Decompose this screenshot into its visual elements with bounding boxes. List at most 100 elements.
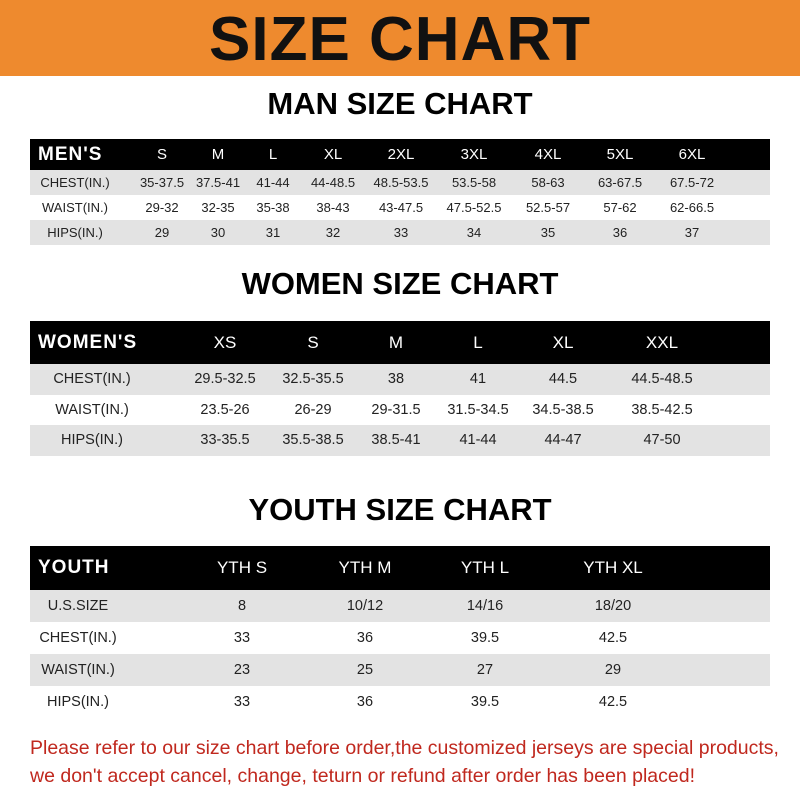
table-title-cell: WOMEN'S xyxy=(38,331,138,353)
size-header-cell: M xyxy=(211,146,225,163)
table-cell: 33 xyxy=(233,694,251,710)
table-cell: 38.5-42.5 xyxy=(631,401,693,418)
table-cell: 32 xyxy=(325,225,341,240)
table-row: CHEST(IN.) 29.5-32.5 32.5-35.5 38 41 44.5 44.5… xyxy=(30,364,770,395)
table-cell: 23.5-26 xyxy=(200,401,250,418)
table-row: CHEST(IN.) 35-37.5 37.5-41 41-44 44-48.5 48.5… xyxy=(30,170,770,195)
size-header-cell: XL xyxy=(323,146,343,163)
banner: SIZE CHART xyxy=(0,0,800,76)
table-cell: 41-44 xyxy=(459,432,497,449)
youth-section-title: YOUTH SIZE CHART xyxy=(248,492,552,527)
table-header-row: YOUTH YTH S YTH M YTH L YTH XL xyxy=(30,546,770,590)
size-header-cell: 3XL xyxy=(460,146,488,163)
table-cell: 44.5 xyxy=(548,371,578,388)
table-cell: 30 xyxy=(210,225,226,240)
table-cell: 23 xyxy=(233,662,251,678)
size-header-cell: XXL xyxy=(645,332,679,352)
women-section-title: WOMEN SIZE CHART xyxy=(241,266,559,301)
row-label: CHEST(IN.) xyxy=(53,371,131,388)
table-cell: 37.5-41 xyxy=(195,175,241,190)
table-cell: 42.5 xyxy=(598,694,628,710)
table-cell: 33-35.5 xyxy=(200,432,250,449)
size-header-cell: M xyxy=(388,332,404,352)
table-cell: 52.5-57 xyxy=(525,200,571,215)
table-row: WAIST(IN.) 23 25 27 29 xyxy=(30,654,770,686)
row-label: CHEST(IN.) xyxy=(40,175,110,190)
table-cell: 29 xyxy=(154,225,170,240)
table-cell: 38-43 xyxy=(316,200,350,215)
table-cell: 36 xyxy=(356,630,374,646)
table-cell: 29.5-32.5 xyxy=(194,371,256,388)
table-cell: 33 xyxy=(393,225,409,240)
table-cell: 35-37.5 xyxy=(139,175,185,190)
table-header-row: WOMEN'S XS S M L XL XXL xyxy=(30,321,770,364)
table-cell: 35.5-38.5 xyxy=(282,432,344,449)
row-label: WAIST(IN.) xyxy=(42,200,108,215)
row-label: HIPS(IN.) xyxy=(47,225,103,240)
size-header-cell: XL xyxy=(552,332,574,352)
size-header-cell: 6XL xyxy=(678,146,706,163)
table-cell: 18/20 xyxy=(594,598,632,614)
table-cell: 43-47.5 xyxy=(378,200,424,215)
table-cell: 31 xyxy=(265,225,281,240)
table-cell: 39.5 xyxy=(470,630,500,646)
size-header-cell: 5XL xyxy=(606,146,634,163)
table-cell: 62-66.5 xyxy=(669,200,715,215)
table-cell: 33 xyxy=(233,630,251,646)
size-header-cell: 2XL xyxy=(387,146,415,163)
size-header-cell: YTH M xyxy=(338,558,392,577)
size-header-cell: S xyxy=(307,332,319,352)
table-cell: 58-63 xyxy=(531,175,565,190)
disclaimer-line-1: Please refer to our size chart before or… xyxy=(30,737,779,759)
men-section-title: MAN SIZE CHART xyxy=(267,86,533,121)
table-cell: 47.5-52.5 xyxy=(446,200,502,215)
table-cell: 48.5-53.5 xyxy=(373,175,429,190)
table-cell: 67.5-72 xyxy=(669,175,715,190)
row-label: WAIST(IN.) xyxy=(41,662,115,678)
table-cell: 38 xyxy=(387,371,405,388)
row-label: U.S.SIZE xyxy=(47,598,109,614)
table-cell: 57-62 xyxy=(603,200,637,215)
youth-size-table: YOUTH YTH S YTH M YTH L YTH XL U.S.SIZE 8 10/12… xyxy=(30,546,770,718)
table-cell: 29-31.5 xyxy=(371,401,421,418)
table-title-cell: MEN'S xyxy=(38,143,103,165)
row-label: WAIST(IN.) xyxy=(55,401,129,418)
table-cell: 38.5-41 xyxy=(371,432,421,449)
table-cell: 29-32 xyxy=(145,200,179,215)
table-cell: 41 xyxy=(469,371,487,388)
table-row: HIPS(IN.) 29 30 31 32 33 34 35 36 37 xyxy=(30,220,770,245)
size-header-cell: L xyxy=(268,146,278,163)
table-cell: 25 xyxy=(356,662,374,678)
table-cell: 32.5-35.5 xyxy=(282,371,344,388)
table-cell: 10/12 xyxy=(346,598,384,614)
table-cell: 44-47 xyxy=(544,432,582,449)
table-row: U.S.SIZE 8 10/12 14/16 18/20 xyxy=(30,590,770,622)
table-row: HIPS(IN.) 33-35.5 35.5-38.5 38.5-41 41-44 44-… xyxy=(30,425,770,456)
table-cell: 41-44 xyxy=(256,175,290,190)
table-cell: 14/16 xyxy=(466,598,504,614)
table-cell: 37 xyxy=(684,225,700,240)
men-size-table: MEN'S S M L XL 2XL 3XL 4XL 5XL 6XL CHEST(IN.) 35-37… xyxy=(30,139,770,245)
table-row: HIPS(IN.) 33 36 39.5 42.5 xyxy=(30,686,770,718)
size-header-cell: YTH S xyxy=(216,558,268,577)
disclaimer-line-2: we don't accept cancel, change, teturn o… xyxy=(30,765,695,787)
table-cell: 34.5-38.5 xyxy=(532,401,594,418)
table-cell: 27 xyxy=(476,662,494,678)
table-cell: 32-35 xyxy=(201,200,235,215)
table-cell: 63-67.5 xyxy=(597,175,643,190)
table-cell: 36 xyxy=(356,694,374,710)
table-cell: 8 xyxy=(237,598,247,614)
table-cell: 35 xyxy=(540,225,556,240)
table-row: WAIST(IN.) 23.5-26 26-29 29-31.5 31.5-34.5 34… xyxy=(30,394,770,425)
row-label: CHEST(IN.) xyxy=(39,630,117,646)
table-cell: 34 xyxy=(466,225,482,240)
table-cell: 53.5-58 xyxy=(451,175,497,190)
table-cell: 42.5 xyxy=(598,630,628,646)
row-label: HIPS(IN.) xyxy=(60,432,124,449)
size-header-cell: S xyxy=(156,146,168,163)
table-cell: 35-38 xyxy=(256,200,290,215)
table-cell: 36 xyxy=(612,225,628,240)
row-label: HIPS(IN.) xyxy=(46,694,110,710)
table-row: CHEST(IN.) 33 36 39.5 42.5 xyxy=(30,622,770,654)
women-size-table: WOMEN'S XS S M L XL XXL CHEST(IN.) 29.5-32.5 32.5… xyxy=(30,321,770,456)
